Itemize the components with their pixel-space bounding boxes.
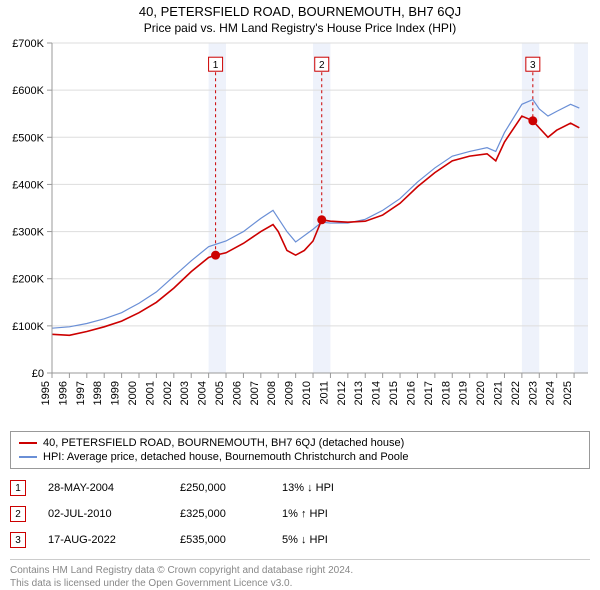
svg-text:1997: 1997 — [75, 381, 87, 405]
svg-text:£200K: £200K — [12, 274, 44, 286]
svg-text:2022: 2022 — [510, 381, 522, 405]
event-delta-1: 13% ↓ HPI — [282, 482, 382, 494]
footer-line-2: This data is licensed under the Open Gov… — [10, 577, 590, 590]
svg-text:2011: 2011 — [318, 381, 330, 405]
legend-swatch-property — [19, 442, 37, 444]
chart-svg: £0 £100K £200K £300K £400K £500K £600K £700K 199… — [0, 37, 600, 425]
svg-text:2016: 2016 — [405, 381, 417, 405]
events-table: 1 28-MAY-2004 £250,000 13% ↓ HPI 2 02-JU… — [10, 475, 590, 553]
svg-text:1996: 1996 — [57, 381, 69, 405]
event-date-2: 02-JUL-2010 — [48, 508, 158, 520]
event-delta-2: 1% ↑ HPI — [282, 508, 382, 520]
legend-item-hpi: HPI: Average price, detached house, Bour… — [19, 450, 581, 464]
svg-text:£0: £0 — [32, 368, 44, 380]
event-price-1: £250,000 — [180, 482, 260, 494]
svg-text:2013: 2013 — [353, 381, 365, 405]
event-price-3: £535,000 — [180, 534, 260, 546]
svg-text:1999: 1999 — [110, 381, 122, 405]
svg-text:2000: 2000 — [127, 381, 139, 405]
legend-item-property: 40, PETERSFIELD ROAD, BOURNEMOUTH, BH7 6… — [19, 436, 581, 450]
event-marker-1: 1 — [10, 480, 26, 496]
svg-text:£500K: £500K — [12, 132, 44, 144]
svg-text:2010: 2010 — [301, 381, 313, 405]
footer: Contains HM Land Registry data © Crown c… — [10, 559, 590, 590]
svg-text:2003: 2003 — [179, 381, 191, 405]
svg-text:£600K: £600K — [12, 85, 44, 97]
svg-text:2015: 2015 — [388, 381, 400, 405]
svg-text:2020: 2020 — [475, 381, 487, 405]
svg-text:2025: 2025 — [562, 381, 574, 405]
chart: £0 £100K £200K £300K £400K £500K £600K £700K 199… — [0, 37, 600, 425]
event-price-2: £325,000 — [180, 508, 260, 520]
event-date-3: 17-AUG-2022 — [48, 534, 158, 546]
svg-text:2006: 2006 — [231, 381, 243, 405]
footer-line-1: Contains HM Land Registry data © Crown c… — [10, 564, 590, 577]
svg-text:2001: 2001 — [144, 381, 156, 405]
titles: 40, PETERSFIELD ROAD, BOURNEMOUTH, BH7 6… — [0, 0, 600, 37]
event-row-2: 2 02-JUL-2010 £325,000 1% ↑ HPI — [10, 501, 590, 527]
svg-text:2: 2 — [319, 60, 325, 71]
svg-text:1998: 1998 — [92, 381, 104, 405]
svg-text:£700K: £700K — [12, 38, 44, 50]
svg-text:2005: 2005 — [214, 381, 226, 405]
event-marker-3: 3 — [10, 532, 26, 548]
legend: 40, PETERSFIELD ROAD, BOURNEMOUTH, BH7 6… — [10, 431, 590, 469]
svg-text:2012: 2012 — [336, 381, 348, 405]
svg-text:2004: 2004 — [197, 381, 209, 405]
svg-text:2024: 2024 — [545, 381, 557, 405]
event-marker-2: 2 — [10, 506, 26, 522]
svg-text:3: 3 — [530, 60, 536, 71]
svg-text:2002: 2002 — [162, 381, 174, 405]
legend-label-hpi: HPI: Average price, detached house, Bour… — [43, 451, 408, 463]
svg-text:2007: 2007 — [249, 381, 261, 405]
legend-swatch-hpi — [19, 456, 37, 458]
svg-text:1: 1 — [213, 60, 219, 71]
svg-text:£400K: £400K — [12, 179, 44, 191]
svg-text:1995: 1995 — [40, 381, 52, 405]
svg-text:2008: 2008 — [266, 381, 278, 405]
title-line-2: Price paid vs. HM Land Registry's House … — [0, 21, 600, 35]
event-row-1: 1 28-MAY-2004 £250,000 13% ↓ HPI — [10, 475, 590, 501]
svg-text:2018: 2018 — [440, 381, 452, 405]
svg-text:£100K: £100K — [12, 321, 44, 333]
svg-text:2009: 2009 — [284, 381, 296, 405]
title-line-1: 40, PETERSFIELD ROAD, BOURNEMOUTH, BH7 6… — [0, 4, 600, 19]
legend-label-property: 40, PETERSFIELD ROAD, BOURNEMOUTH, BH7 6… — [43, 437, 404, 449]
event-row-3: 3 17-AUG-2022 £535,000 5% ↓ HPI — [10, 527, 590, 553]
svg-text:2019: 2019 — [458, 381, 470, 405]
event-date-1: 28-MAY-2004 — [48, 482, 158, 494]
page-root: 40, PETERSFIELD ROAD, BOURNEMOUTH, BH7 6… — [0, 0, 600, 590]
svg-text:2017: 2017 — [423, 381, 435, 405]
svg-text:2023: 2023 — [527, 381, 539, 405]
event-delta-3: 5% ↓ HPI — [282, 534, 382, 546]
svg-text:£300K: £300K — [12, 227, 44, 239]
svg-text:2021: 2021 — [492, 381, 504, 405]
svg-text:2014: 2014 — [371, 381, 383, 405]
